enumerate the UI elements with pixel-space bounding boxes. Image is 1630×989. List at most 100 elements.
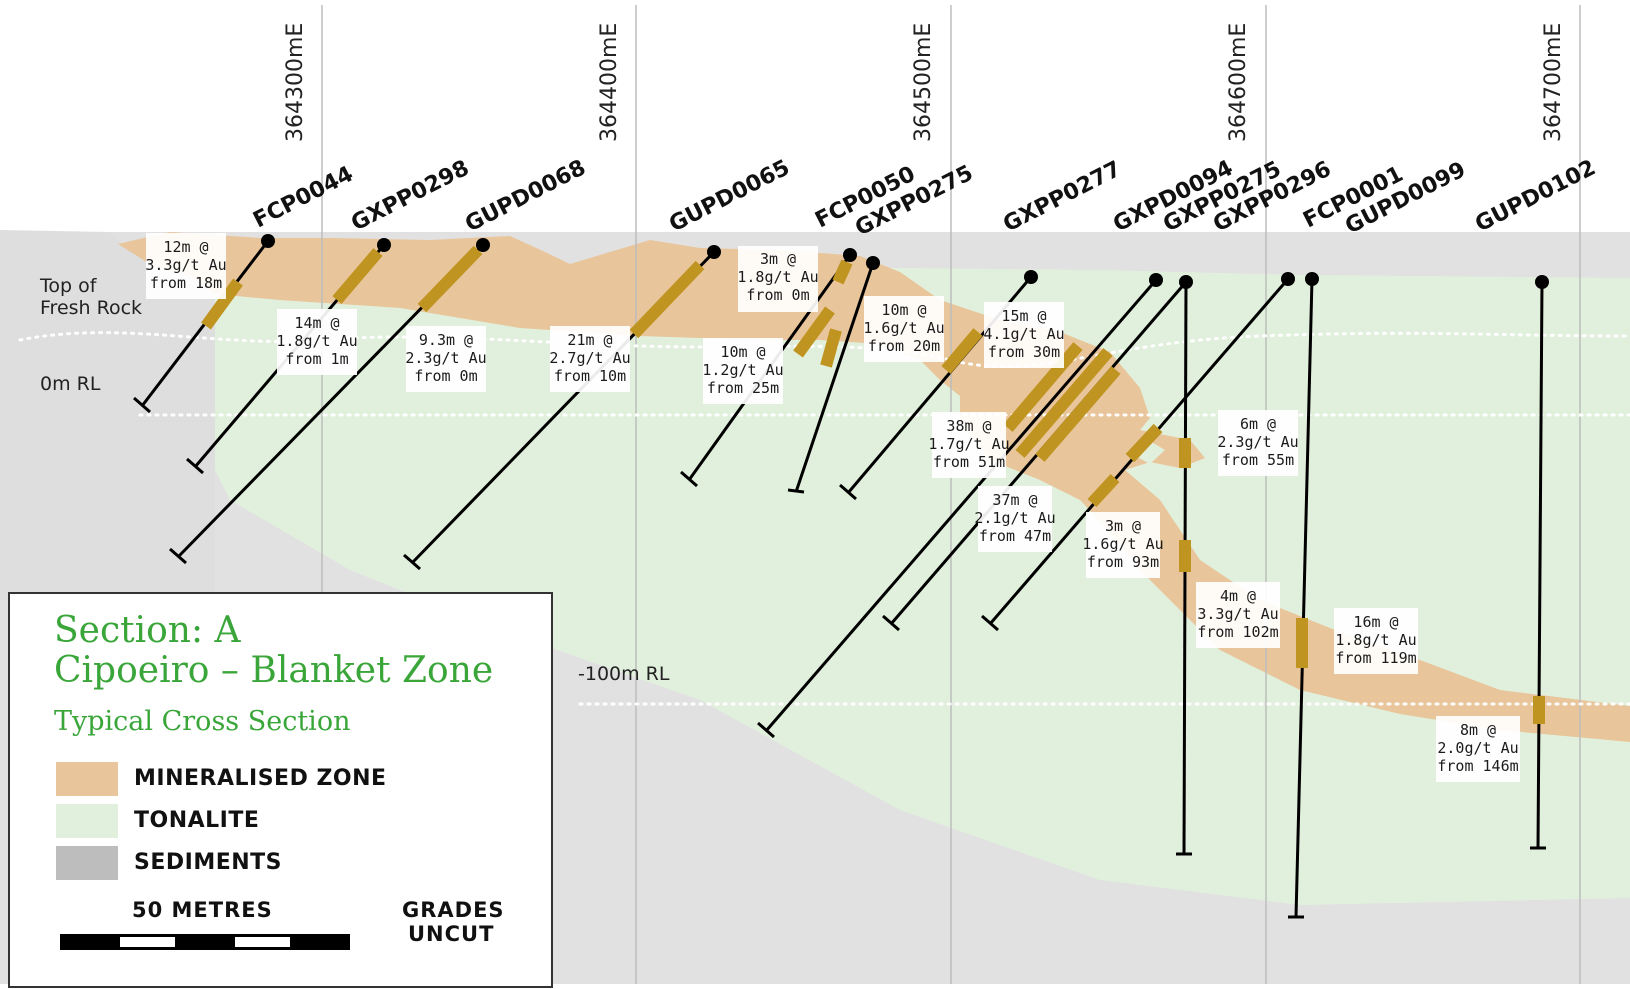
tonalite-inclusion	[1128, 440, 1165, 464]
annotation-line: 3.3g/t Au	[145, 256, 226, 274]
end-tick	[133, 396, 151, 414]
annotation-gxpp0275: 10m @ 1.6g/t Au from 20m	[863, 296, 945, 362]
scale-bar-segment	[235, 937, 290, 947]
annotation-gxpp0296-lower: 4m @ 3.3g/t Au from 102m	[1196, 582, 1280, 648]
annotation-line: 6m @	[1240, 415, 1276, 433]
annotation-gupd0068: 9.3m @ 2.3g/t Au from 0m	[405, 326, 487, 392]
annotation-line: 3m @	[760, 250, 796, 268]
annotation-line: 1.7g/t Au	[928, 435, 1009, 453]
annotation-line: 3m @	[1105, 517, 1141, 535]
collar-gupd0102	[1535, 275, 1549, 289]
scale-bar-segment	[120, 937, 175, 947]
annotation-line: from 20m	[868, 337, 940, 355]
intercepts	[201, 245, 1545, 724]
mineralised-swatch	[56, 762, 118, 796]
annotation-line: 1.8g/t Au	[737, 268, 818, 286]
annotation-line: 1.8g/t Au	[1335, 631, 1416, 649]
annotation-line: from 47m	[979, 527, 1051, 545]
annotation-line: 10m @	[881, 301, 926, 319]
section-subtitle-name: Cipoeiro – Blanket Zone	[54, 650, 494, 691]
collar-gxpp0275a	[866, 256, 880, 270]
end-tick	[882, 614, 900, 632]
sediments-left-block	[0, 230, 215, 600]
drill-trace-gupd0102	[1536, 281, 1544, 849]
annotation-line: from 0m	[746, 286, 809, 304]
annotation-gupd0102: 8m @ 2.0g/t Au from 146m	[1436, 716, 1520, 782]
intercept-gxpp0277	[941, 328, 983, 374]
annotation-line: from 146m	[1437, 757, 1518, 775]
annotation-fcp0050: 3m @ 1.8g/t Au from 0m	[737, 246, 819, 312]
annotation-line: from 93m	[1087, 553, 1159, 571]
annotation-box	[984, 302, 1064, 368]
annotation-box	[1196, 582, 1280, 648]
easting-label: 364400mE	[597, 23, 622, 142]
end-tick	[403, 553, 421, 571]
annotation-line: 10m @	[720, 343, 765, 361]
annotation-line: from 18m	[150, 274, 222, 292]
annotation-line: 4m @	[1220, 587, 1256, 605]
annotation-line: 1.6g/t Au	[863, 319, 944, 337]
annotation-line: 2.3g/t Au	[1217, 433, 1298, 451]
end-tick	[757, 721, 775, 739]
annotation-gxpd0094: 38m @ 1.7g/t Au from 51m	[928, 412, 1010, 478]
annotation-line: 9.3m @	[419, 331, 473, 349]
end-tick	[680, 470, 698, 488]
end-tick	[186, 457, 204, 475]
annotation-line: from 25m	[707, 379, 779, 397]
top-of-fresh-rock-label: Top of	[39, 275, 98, 297]
annotation-box	[277, 309, 357, 375]
drill-trace-gxpp0275a	[794, 262, 875, 493]
annotation-box	[406, 326, 486, 392]
annotation-line: 1.8g/t Au	[276, 332, 357, 350]
annotation-line: 38m @	[946, 417, 991, 435]
sediments-label: SEDIMENTS	[134, 850, 283, 875]
scale-bar-label: 50 METRES	[132, 898, 273, 922]
annotation-line: from 55m	[1222, 451, 1294, 469]
collar-fcp0001	[1281, 272, 1295, 286]
annotation-box	[932, 412, 1006, 478]
minus100-rl-label: -100m RL	[578, 663, 670, 685]
annotation-box	[738, 246, 818, 312]
top-of-fresh-rock-label: Fresh Rock	[40, 297, 142, 319]
annotation-gupd0099: 16m @ 1.8g/t Au from 119m	[1334, 608, 1418, 674]
annotation-box	[1086, 512, 1160, 578]
grades-label: UNCUT	[408, 922, 495, 946]
annotation-line: 21m @	[567, 331, 612, 349]
annotation-box	[1334, 608, 1418, 674]
annotation-line: from 1m	[285, 350, 348, 368]
annotation-line: 1.2g/t Au	[702, 361, 783, 379]
legend-panel: Section: A Cipoeiro – Blanket Zone Typic…	[8, 592, 553, 988]
annotation-line: 4.1g/t Au	[983, 325, 1064, 343]
tonalite-label: TONALITE	[134, 808, 260, 833]
collars	[261, 234, 1549, 289]
annotation-box	[550, 326, 630, 392]
section-typical: Typical Cross Section	[54, 706, 351, 737]
annotation-fcp0001: 3m @ 1.6g/t Au from 93m	[1082, 512, 1164, 578]
annotation-line: from 10m	[554, 367, 626, 385]
annotation-fcp0050-lower: 10m @ 1.2g/t Au from 25m	[702, 338, 784, 404]
annotation-line: from 51m	[933, 453, 1005, 471]
upper-whitespace	[0, 0, 1630, 232]
annotation-box	[1436, 716, 1520, 782]
end-tick	[787, 488, 805, 494]
annotation-fcp0044: 12m @ 3.3g/t Au from 18m	[145, 233, 227, 299]
zero-rl-label: 0m RL	[40, 373, 101, 395]
intercept-fcp0001-b	[1087, 473, 1120, 508]
grades-label: GRADES	[402, 898, 505, 922]
annotation-line: 2.3g/t Au	[405, 349, 486, 367]
annotation-box	[146, 233, 226, 299]
intercept-fcp0001	[1125, 423, 1163, 463]
annotation-line: 1.6g/t Au	[1082, 535, 1163, 553]
intercept-fcp0050-b	[793, 306, 835, 358]
collar-gxpd0094	[1149, 273, 1163, 287]
annotation-gupd0065: 21m @ 2.7g/t Au from 10m	[549, 326, 631, 392]
intercept-gupd0065	[629, 260, 705, 339]
end-tick	[981, 614, 999, 632]
annotation-line: 16m @	[1353, 613, 1398, 631]
end-tick	[839, 483, 857, 501]
annotation-line: from 0m	[414, 367, 477, 385]
annotation-line: 2.7g/t Au	[549, 349, 630, 367]
collar-gupd0065	[707, 245, 721, 259]
intercept-gxpp0298	[332, 248, 383, 304]
annotation-line: 2.1g/t Au	[974, 509, 1055, 527]
